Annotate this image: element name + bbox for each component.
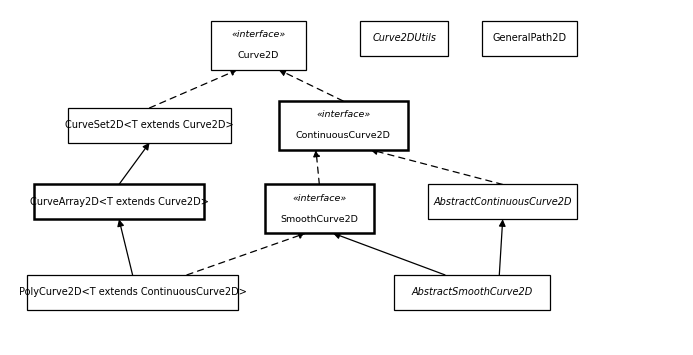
FancyBboxPatch shape: [34, 185, 204, 219]
FancyArrowPatch shape: [500, 221, 505, 275]
Text: «interface»: «interface»: [231, 30, 286, 39]
Text: «interface»: «interface»: [292, 194, 346, 203]
Text: ContinuousCurve2D: ContinuousCurve2D: [296, 131, 391, 141]
FancyArrowPatch shape: [187, 233, 304, 275]
Text: Curve2DUtils: Curve2DUtils: [372, 33, 436, 43]
Text: CurveSet2D<T extends Curve2D>: CurveSet2D<T extends Curve2D>: [65, 120, 234, 130]
Text: AbstractContinuousCurve2D: AbstractContinuousCurve2D: [433, 197, 572, 207]
FancyArrowPatch shape: [371, 149, 502, 185]
FancyBboxPatch shape: [279, 101, 407, 150]
Text: Curve2D: Curve2D: [238, 51, 279, 60]
FancyBboxPatch shape: [68, 108, 231, 143]
FancyArrowPatch shape: [118, 220, 132, 275]
FancyBboxPatch shape: [360, 21, 448, 56]
FancyBboxPatch shape: [211, 21, 306, 70]
Text: CurveArray2D<T extends Curve2D>: CurveArray2D<T extends Curve2D>: [30, 197, 209, 207]
Text: PolyCurve2D<T extends ContinuousCurve2D>: PolyCurve2D<T extends ContinuousCurve2D>: [19, 287, 247, 297]
Text: «interface»: «interface»: [316, 110, 370, 119]
FancyArrowPatch shape: [280, 70, 343, 101]
FancyArrowPatch shape: [314, 151, 319, 185]
FancyArrowPatch shape: [334, 233, 445, 275]
FancyBboxPatch shape: [428, 185, 577, 219]
FancyArrowPatch shape: [119, 144, 149, 185]
FancyBboxPatch shape: [265, 185, 374, 233]
Text: SmoothCurve2D: SmoothCurve2D: [281, 215, 358, 224]
FancyBboxPatch shape: [394, 275, 550, 310]
Text: AbstractSmoothCurve2D: AbstractSmoothCurve2D: [412, 287, 533, 297]
Text: GeneralPath2D: GeneralPath2D: [493, 33, 567, 43]
FancyBboxPatch shape: [27, 275, 238, 310]
FancyArrowPatch shape: [150, 70, 236, 108]
FancyBboxPatch shape: [482, 21, 577, 56]
